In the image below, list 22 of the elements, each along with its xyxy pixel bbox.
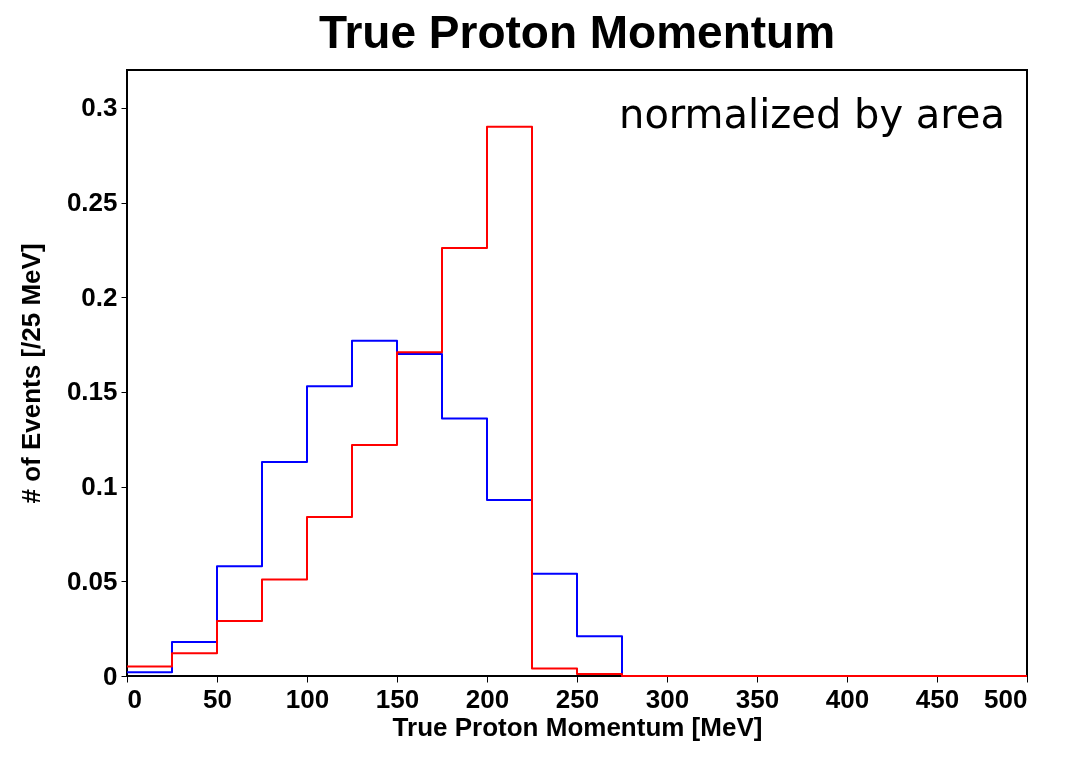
x-tick-label: 150 (375, 683, 420, 714)
x-tick-label: 50 (203, 683, 232, 714)
x-tick-label: 0 (127, 683, 142, 714)
x-tick-label: 500 (984, 683, 1028, 714)
x-tick-label: 400 (825, 683, 870, 714)
y-axis-title: # of Events [/25 MeV] (15, 243, 46, 504)
x-tick-label: 450 (915, 683, 960, 714)
x-tick-label: 200 (465, 683, 510, 714)
x-tick-label: 250 (555, 683, 600, 714)
y-tick-label: 0.3 (81, 92, 118, 123)
y-tick-label: 0.2 (81, 281, 118, 312)
x-tick-label: 350 (735, 683, 780, 714)
y-tick-label: 0.15 (66, 376, 118, 407)
x-axis-title: True Proton Momentum [MeV] (392, 711, 763, 742)
annotation: normalized by area (619, 91, 1005, 137)
chart-title: True Proton Momentum (318, 6, 836, 58)
x-tick-label: 300 (645, 683, 690, 714)
y-tick-label: 0.05 (66, 565, 118, 596)
y-tick-label: 0.1 (81, 471, 118, 502)
x-tick-label: 100 (285, 683, 330, 714)
y-tick-label: 0.25 (66, 187, 118, 218)
y-tick-label: 0 (103, 660, 118, 691)
